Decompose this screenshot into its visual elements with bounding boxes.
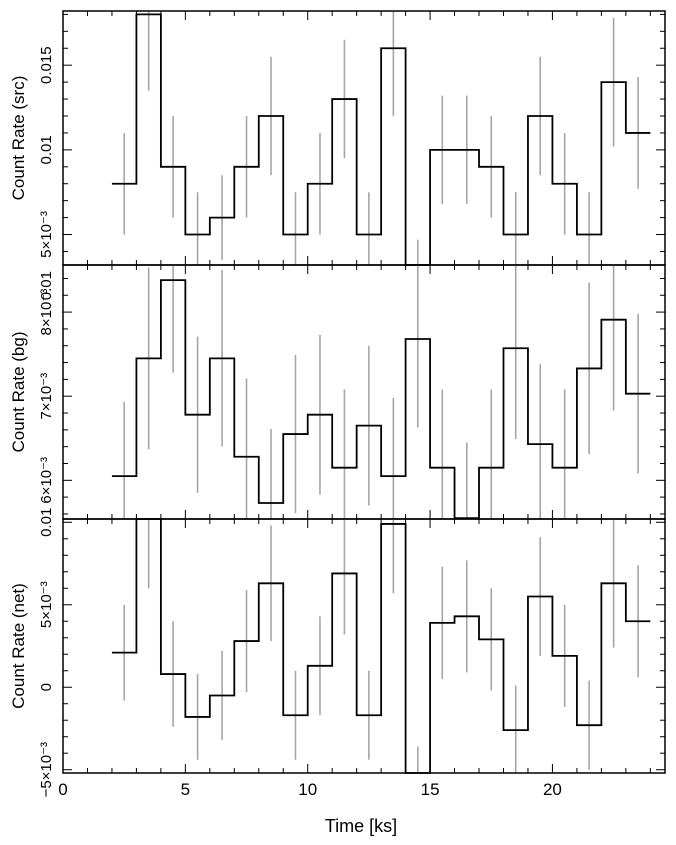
y-tick-label: 5×10⁻³ <box>38 211 55 258</box>
y-tick-label: 0 <box>38 683 55 691</box>
y-tick-label: 7×10⁻³ <box>38 373 55 420</box>
y-tick-label: 0.01 <box>38 508 55 537</box>
y-tick-label: 8×10⁻³ <box>38 289 55 336</box>
plot-frame <box>62 264 666 520</box>
plot-frame <box>62 10 666 266</box>
y-axis-label: Count Rate (net) <box>9 583 28 709</box>
panel-bg: 6×10⁻³ 7×10⁻³ 8×10⁻³0.01 Count Rate (bg) <box>9 264 666 520</box>
x-tick-label: 0 <box>58 780 67 799</box>
y-axis-label: Count Rate (src) <box>9 76 28 201</box>
x-tick-label: 10 <box>298 780 317 799</box>
y-tick-label: 0.01 <box>38 135 55 164</box>
y-tick-label: 0.01 <box>38 271 55 300</box>
panel-src: 5×10⁻³ 0.01 0.015 Count Rate (src) <box>9 10 666 266</box>
x-tick-label: 5 <box>181 780 190 799</box>
y-tick-label: −5×10⁻³ <box>38 742 55 797</box>
y-tick-label: 0.015 <box>38 46 55 84</box>
y-tick-label: 5×10⁻³ <box>38 581 55 628</box>
x-axis-label: Time [ks] <box>325 816 397 836</box>
rate-histogram <box>111 279 651 520</box>
x-tick-label: 15 <box>421 780 440 799</box>
y-axis-label: Count Rate (bg) <box>9 332 28 453</box>
rate-histogram <box>111 518 651 774</box>
y-tick-label: 6×10⁻³ <box>38 457 55 504</box>
rate-histogram <box>111 13 651 266</box>
x-tick-label: 20 <box>543 780 562 799</box>
plot-frame <box>62 518 666 774</box>
